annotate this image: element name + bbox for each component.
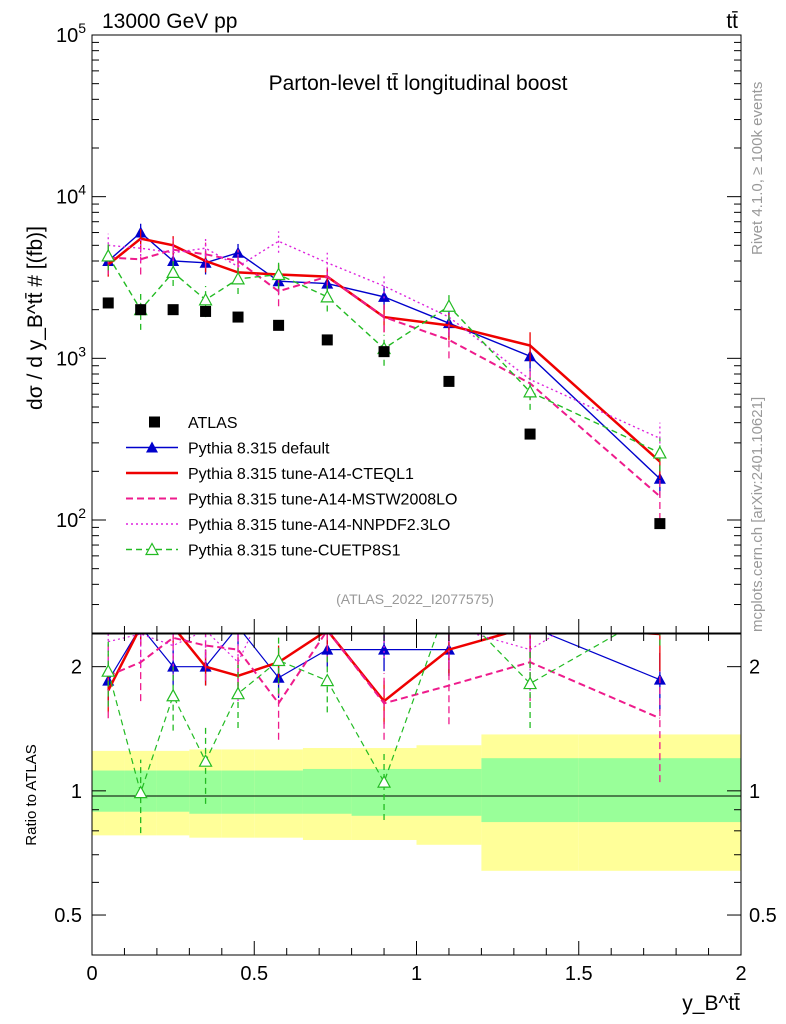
atlas-data-points [102,297,666,530]
ratio-y-tick-label-left: 0.5 [54,905,82,927]
series-marker [231,271,246,285]
main-y-tick-label: 102 [56,505,86,532]
legend-label: Pythia 8.315 tune-A14-NNPDF2.3LO [188,517,450,534]
ratio-y-tick-label-right: 0.5 [749,905,777,927]
ratio-band-inner [481,758,579,823]
analysis-id: (ATLAS_2022_I2077575) [336,591,494,607]
legend-marker [146,441,158,453]
main-x-ticks [91,619,742,633]
ratio-y-axis-label: Ratio to ATLAS [23,744,40,845]
x-tick-label: 0 [86,963,97,985]
x-tick-label: 0.5 [240,963,268,985]
main-y-tick-label-base: 10 [56,187,78,209]
main-y-tick-label: 105 [56,20,86,47]
ratio-marker [320,673,335,687]
ratio-plot-panel: 0.5 1 2 0.5 1 2 0 0.5 1 1.5 2 Ratio to ATLAS y_B^… [23,604,777,1015]
atlas-data-point [378,346,390,358]
ratio-y-tick-label-left: 2 [71,657,82,679]
legend-marker-atlas [149,416,160,428]
ratio-y-ticks: 0.5 1 2 0.5 1 2 [54,657,777,927]
ratio-series [101,604,666,834]
ratio-y-tick-label-right: 1 [749,781,760,803]
ratio-band-inner [302,768,352,814]
main-y-tick-label-exponent: 2 [78,505,86,521]
main-y-tick-label-exponent: 5 [78,20,86,36]
ratio-y-tick-label-left: 1 [71,781,82,803]
ratio-marker [166,688,181,702]
series-marker [101,248,116,262]
atlas-data-point [443,375,455,387]
ratio-marker [101,663,116,677]
ratio-marker [378,643,391,655]
atlas-data-point [524,428,536,440]
main-y-axis-label: dσ / d y_B^tt̄ # [(fb)] [24,226,47,410]
series-marker [652,445,667,459]
x-tick-label: 2 [735,963,746,985]
series-marker [271,267,286,281]
main-y-tick-label-exponent: 3 [78,343,86,359]
legend: ATLAS Pythia 8.315 default Pythia 8.315 tu… [126,415,457,560]
series-marker [320,289,335,303]
ratio-band-inner [416,768,482,816]
ratio-series-line [107,634,619,795]
ratio-marker [377,774,392,788]
ratio-series-line [108,634,558,664]
main-y-tick-label: 104 [56,182,86,209]
x-tick-label: 1 [411,963,422,985]
ratio-marker [523,676,538,690]
series-marker [198,292,213,306]
ratio-marker [198,753,213,767]
ratio-marker [231,686,246,700]
plot-title: Parton-level tt̄ longitudinal boost [269,72,568,95]
atlas-data-point [321,334,333,346]
main-y-tick-label-base: 10 [56,25,78,47]
atlas-data-point [200,305,212,317]
legend-label: Pythia 8.315 tune-A14-MSTW2008LO [188,492,457,509]
main-y-tick-label-base: 10 [56,348,78,370]
series-marker [523,384,538,398]
ratio-band-inner [221,770,255,814]
legend-label: Pythia 8.315 default [188,441,330,458]
legend-marker [144,542,160,556]
rivet-version-label: Rivet 4.1.0, ≥ 100k events [749,82,766,255]
ratio-uncertainty-bands [92,734,741,871]
ratio-marker [524,621,536,632]
main-y-tick-label: 103 [56,343,86,370]
atlas-data-point [135,304,147,316]
ratio-marker [135,621,147,632]
series-marker [166,265,181,279]
main-y-tick-label-base: 10 [56,510,78,532]
ratio-x-ticks: 0 0.5 1 1.5 2 [86,634,747,985]
legend-label: ATLAS [188,415,238,432]
series-marker [441,298,456,312]
x-axis-label: y_B^tt̄ [682,992,740,1015]
atlas-data-point [654,518,666,530]
atlas-data-point [102,297,114,309]
atlas-data-point [273,319,285,331]
ratio-marker [654,604,666,615]
ratio-marker [232,621,244,632]
mcplots-source-label: mcplots.cern.ch [arXiv:2401.10621] [749,397,766,632]
ratio-y-tick-label-right: 2 [749,657,760,679]
legend-label: Pythia 8.315 tune-A14-CTEQL1 [188,466,414,483]
ratio-band-inner [156,770,190,812]
x-tick-label: 1.5 [565,963,593,985]
ratio-marker [271,653,286,667]
ratio-band-inner [254,770,303,814]
atlas-data-point [167,304,179,316]
process-label: tt̄ [726,10,738,33]
energy-label: 13000 GeV pp [102,10,237,33]
legend-label: Pythia 8.315 tune-CUETP8S1 [188,543,401,560]
ratio-marker [133,785,148,799]
main-y-tick-label-exponent: 4 [78,182,86,198]
atlas-data-point [232,311,244,323]
